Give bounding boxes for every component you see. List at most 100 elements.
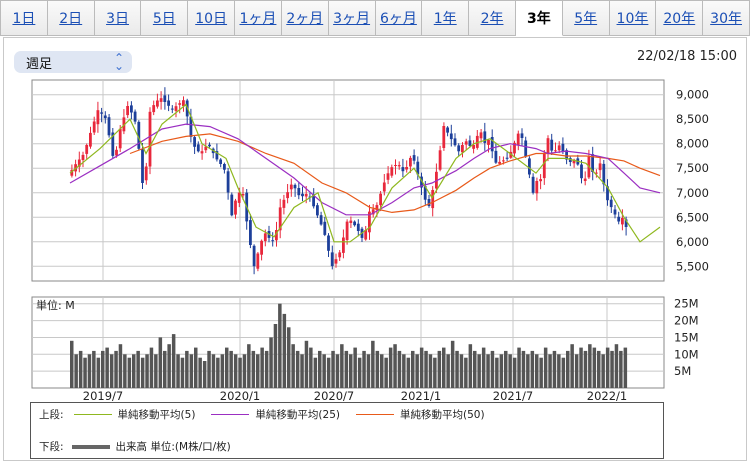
volume-bar xyxy=(269,337,273,388)
candle-up xyxy=(349,220,353,223)
volume-bar xyxy=(326,357,331,388)
volume-tick-label: 15M xyxy=(674,330,699,344)
volume-bar xyxy=(202,361,207,388)
candle-down xyxy=(297,188,301,196)
candle-down xyxy=(196,144,200,152)
volume-bar xyxy=(419,347,424,388)
candle-up xyxy=(390,167,394,176)
price-tick-label: 7,000 xyxy=(676,186,709,200)
tab-3[interactable]: 5日 xyxy=(141,0,189,36)
candle-up xyxy=(554,150,557,152)
volume-bar xyxy=(211,354,216,388)
candle-down xyxy=(230,194,234,216)
candle-up xyxy=(81,154,85,160)
tab-7[interactable]: 3ヶ月 xyxy=(328,0,376,36)
candle-down xyxy=(103,115,107,119)
candle-up xyxy=(289,184,293,190)
candle-up xyxy=(621,218,624,225)
candle-up xyxy=(256,253,260,269)
candle-down xyxy=(301,193,304,197)
volume-bar xyxy=(344,350,349,388)
candle-up xyxy=(583,178,587,181)
tab-1[interactable]: 2日 xyxy=(47,0,95,36)
tab-11[interactable]: 3年 xyxy=(515,0,563,36)
candle-down xyxy=(531,176,535,193)
volume-bar xyxy=(406,357,411,388)
candle-down xyxy=(319,215,323,225)
volume-bar xyxy=(123,354,127,388)
candle-up xyxy=(379,193,382,206)
tab-4[interactable]: 10日 xyxy=(188,0,236,36)
volume-bar xyxy=(70,340,74,388)
tab-0[interactable]: 1日 xyxy=(0,0,48,36)
volume-bar xyxy=(588,344,592,388)
volume-bar xyxy=(579,347,583,388)
candle-down xyxy=(524,140,528,157)
candle-up xyxy=(535,181,539,194)
tab-12[interactable]: 5年 xyxy=(562,0,610,36)
candle-up xyxy=(516,133,520,146)
candle-down xyxy=(100,112,103,114)
legend-ma50-swatch xyxy=(355,414,394,415)
x-tick-label: 2020/7 xyxy=(314,389,354,403)
volume-bar xyxy=(118,344,123,388)
volume-bar xyxy=(154,354,158,388)
volume-bar xyxy=(132,354,136,388)
volume-bar xyxy=(526,354,530,388)
x-tick-label: 2022/1 xyxy=(587,389,627,403)
tab-8[interactable]: 6ヶ月 xyxy=(375,0,423,36)
candle-up xyxy=(475,135,479,148)
volume-bar xyxy=(481,347,486,388)
volume-bar xyxy=(251,350,256,388)
volume-bar xyxy=(384,357,388,388)
candle-up xyxy=(438,150,442,170)
tab-5[interactable]: 1ヶ月 xyxy=(235,0,282,36)
candle-up xyxy=(278,207,282,231)
volume-bar xyxy=(189,354,194,388)
period-select[interactable]: 週足 ⌃ ⌄ xyxy=(14,51,132,73)
volume-bar xyxy=(127,357,132,388)
volume-bar xyxy=(415,354,419,388)
volume-bar xyxy=(499,354,504,388)
tab-9[interactable]: 1年 xyxy=(422,0,470,36)
candle-down xyxy=(189,116,193,137)
volume-unit-label: 単位: M xyxy=(36,298,75,312)
tab-6[interactable]: 2ヶ月 xyxy=(281,0,329,36)
volume-bar xyxy=(468,344,473,388)
volume-bar xyxy=(464,357,468,388)
candle-up xyxy=(382,182,386,192)
legend-ma25-label: 単純移動平均(25) xyxy=(255,409,340,421)
volume-bar xyxy=(393,344,397,388)
tab-14[interactable]: 20年 xyxy=(656,0,704,36)
candle-up xyxy=(513,142,516,154)
volume-bar xyxy=(233,354,238,388)
volume-tick-label: 5M xyxy=(674,364,691,378)
legend-ma5-label: 単純移動平均(5) xyxy=(117,409,196,421)
volume-bar xyxy=(349,354,353,388)
candle-down xyxy=(252,245,256,267)
volume-bar xyxy=(229,350,233,388)
candle-down xyxy=(453,138,457,146)
candle-up xyxy=(126,106,129,116)
price-plot-frame xyxy=(31,79,665,282)
volume-bar xyxy=(140,357,145,388)
candle-down xyxy=(427,199,431,206)
volume-bar xyxy=(397,350,402,388)
volume-bar xyxy=(185,350,189,388)
candle-down xyxy=(606,186,609,201)
tab-2[interactable]: 3日 xyxy=(94,0,142,36)
volume-bar xyxy=(264,350,269,388)
tab-10[interactable]: 2年 xyxy=(469,0,516,36)
candle-up xyxy=(182,100,185,107)
volume-bar xyxy=(194,347,198,388)
legend-volume-swatch xyxy=(71,444,110,449)
volume-bar xyxy=(530,350,535,388)
volume-bar xyxy=(318,350,322,388)
candle-down xyxy=(293,184,297,189)
legend-ma5-swatch xyxy=(73,414,112,415)
candle-up xyxy=(405,167,408,170)
volume-tick-label: 20M xyxy=(674,314,699,328)
volume-bar xyxy=(442,347,446,388)
tab-13[interactable]: 10年 xyxy=(609,0,657,36)
